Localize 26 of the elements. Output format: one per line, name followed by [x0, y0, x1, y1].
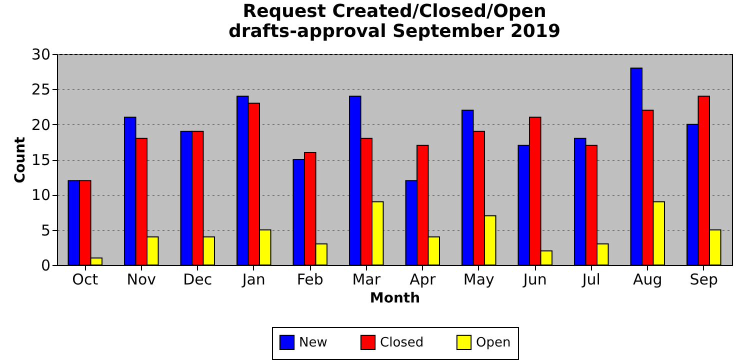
x-tick-label: Feb: [296, 270, 324, 288]
y-tick-label: 0: [40, 256, 50, 274]
legend-label: Closed: [380, 335, 424, 350]
y-tick-label: 25: [31, 80, 50, 99]
x-tick-label: Sep: [690, 270, 718, 288]
chart-subtitle: drafts-approval September 2019: [228, 21, 560, 42]
y-tick-label: 30: [31, 46, 50, 64]
x-tick-label: Jan: [241, 270, 266, 288]
legend-label: New: [299, 335, 328, 350]
x-tick-label: Oct: [72, 270, 98, 288]
x-tick-label: Dec: [183, 270, 212, 288]
x-tick-label: May: [463, 270, 494, 288]
x-tick-label: Jul: [581, 270, 600, 288]
x-axis-title: Month: [370, 290, 420, 306]
y-tick-label: 20: [31, 116, 50, 134]
x-tick-label: Apr: [410, 270, 436, 288]
chart-title: Request Created/Closed/Open: [242, 1, 546, 22]
y-tick-label: 15: [31, 151, 50, 169]
y-tick-label: 10: [31, 186, 50, 204]
x-tick-label: Jun: [522, 270, 547, 288]
y-axis-title: Count: [12, 136, 28, 184]
x-tick-label: Nov: [126, 270, 156, 288]
x-tick-label: Mar: [352, 270, 382, 288]
y-tick-label: 5: [40, 221, 50, 240]
x-tick-label: Aug: [632, 270, 662, 288]
legend-label: Open: [476, 335, 511, 350]
